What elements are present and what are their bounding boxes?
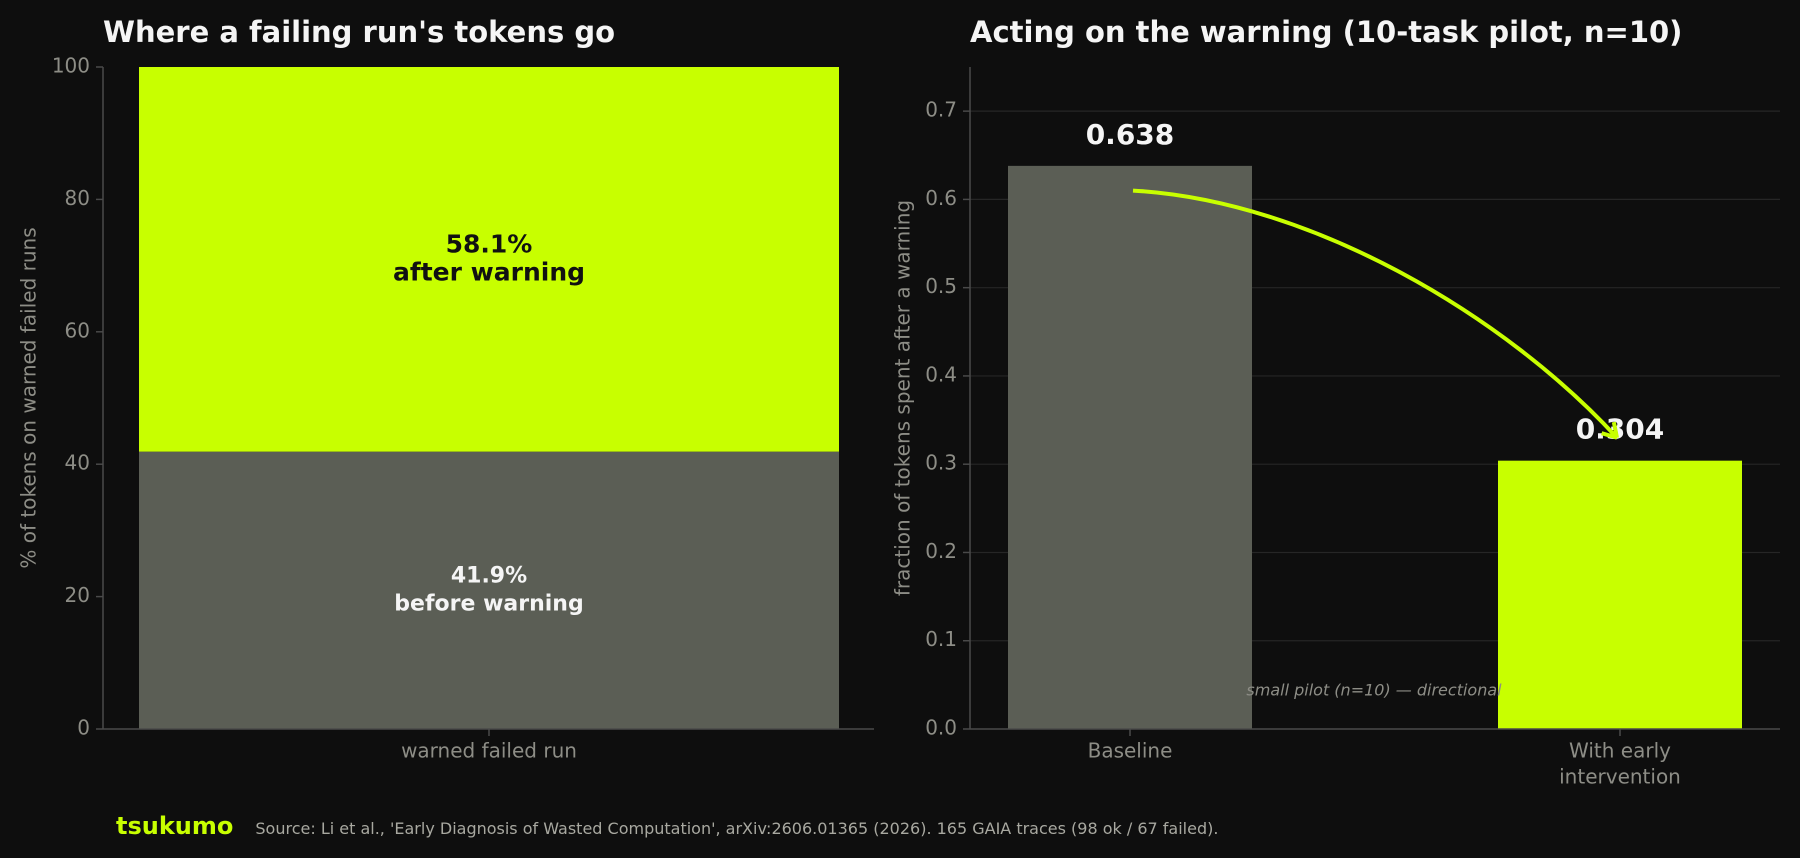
source-caption: Source: Li et al., 'Early Diagnosis of W… — [255, 819, 1219, 838]
left-y-axis-label: % of tokens on warned failed runs — [17, 227, 41, 568]
right-y-tick-label: 0.7 — [925, 98, 957, 122]
segment-text-label: before warning — [394, 591, 583, 616]
arrow-head — [1601, 421, 1619, 440]
pilot-annotation: small pilot (n=10) — directional — [1246, 681, 1502, 700]
right-x-tick-label: With early — [1569, 739, 1671, 763]
left-y-tick-label: 80 — [65, 186, 90, 210]
right-y-tick-label: 0.2 — [925, 539, 957, 563]
left-y-tick-label: 40 — [65, 451, 90, 475]
stacked-bar-segment — [139, 67, 839, 452]
stacked-bar-segment — [139, 451, 839, 729]
bar — [1498, 460, 1742, 729]
left-y-tick-label: 100 — [52, 54, 90, 78]
left-y-tick-label: 20 — [65, 583, 90, 607]
curved-arrow — [1132, 188, 1619, 440]
bar — [1008, 165, 1252, 730]
right-y-tick-label: 0.0 — [925, 716, 957, 740]
segment-value-label: 58.1% — [446, 229, 533, 258]
left-y-tick-label: 0 — [77, 716, 90, 740]
left-x-tick-label: warned failed run — [401, 739, 577, 763]
right-y-tick-label: 0.1 — [925, 627, 957, 651]
right-x-tick-label: Baseline — [1088, 739, 1173, 763]
left-y-tick-label: 60 — [65, 318, 90, 342]
left-chart-title: Where a failing run's tokens go — [103, 15, 615, 49]
right-y-tick-label: 0.4 — [925, 362, 957, 386]
right-y-tick-label: 0.6 — [925, 186, 957, 210]
bar-value-label: 0.638 — [1086, 118, 1175, 151]
segment-value-label: 41.9% — [451, 563, 527, 588]
brand-logo-text: tsukumo — [116, 812, 234, 840]
bar-value-label: 0.304 — [1576, 413, 1665, 446]
right-x-tick-label: intervention — [1559, 765, 1681, 789]
right-y-tick-label: 0.5 — [925, 274, 957, 298]
right-y-tick-label: 0.3 — [925, 451, 957, 475]
right-chart-title: Acting on the warning (10-task pilot, n=… — [970, 15, 1682, 49]
footer: tsukumo Source: Li et al., 'Early Diagno… — [116, 812, 1218, 840]
right-y-axis-label: fraction of tokens spent after a warning — [891, 200, 915, 596]
segment-text-label: after warning — [393, 257, 585, 286]
